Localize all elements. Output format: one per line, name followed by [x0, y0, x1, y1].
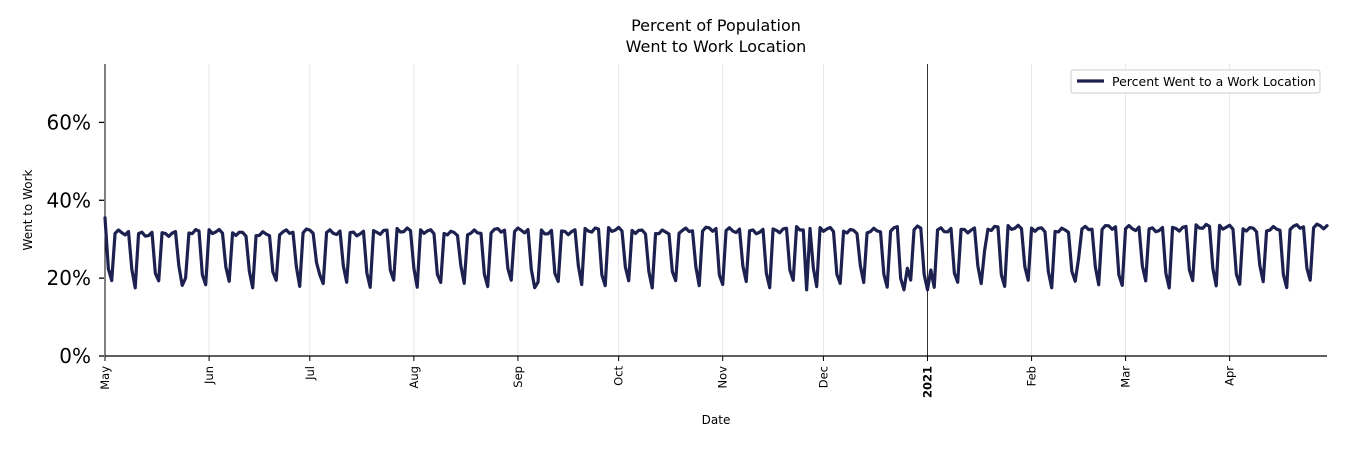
y-tick-label-2: 40%: [47, 188, 91, 212]
y-tick-label-1: 20%: [47, 266, 91, 290]
legend-label: Percent Went to a Work Location: [1112, 74, 1316, 89]
chart-title-line-1: Percent of Population: [631, 16, 801, 35]
x-tick-label-8: 2021: [921, 366, 935, 398]
x-tick-label-3: Aug: [407, 366, 421, 388]
x-axis-label: Date: [702, 413, 731, 427]
x-tick-label-2: Jul: [303, 366, 317, 381]
y-tick-label-3: 60%: [47, 110, 91, 134]
x-tick-label-9: Feb: [1025, 366, 1039, 386]
x-tick-label-11: Apr: [1223, 366, 1237, 386]
legend: Percent Went to a Work Location: [1070, 69, 1321, 94]
x-tick-label-1: Jun: [202, 366, 216, 385]
legend-frame: [1070, 69, 1321, 94]
chart-title-line-2: Went to Work Location: [626, 37, 807, 56]
y-axis-label: Went to Work: [21, 169, 35, 250]
x-tick-label-6: Nov: [716, 366, 730, 389]
x-tick-label-5: Oct: [612, 366, 626, 386]
x-axis: May Jun Jul Aug Sep Oct Nov Dec 2021 Feb Mar Apr: [98, 355, 1327, 398]
x-tick-label-4: Sep: [511, 366, 525, 388]
x-tick-label-7: Dec: [816, 366, 830, 388]
series-line: [103, 216, 1329, 292]
y-axis: 0% 20% 40% 60%: [47, 64, 106, 368]
y-tick-label-0: 0%: [59, 344, 91, 368]
x-tick-label-0: May: [98, 366, 112, 390]
x-gridlines: [104, 64, 1231, 356]
x-tick-label-10: Mar: [1119, 366, 1133, 388]
